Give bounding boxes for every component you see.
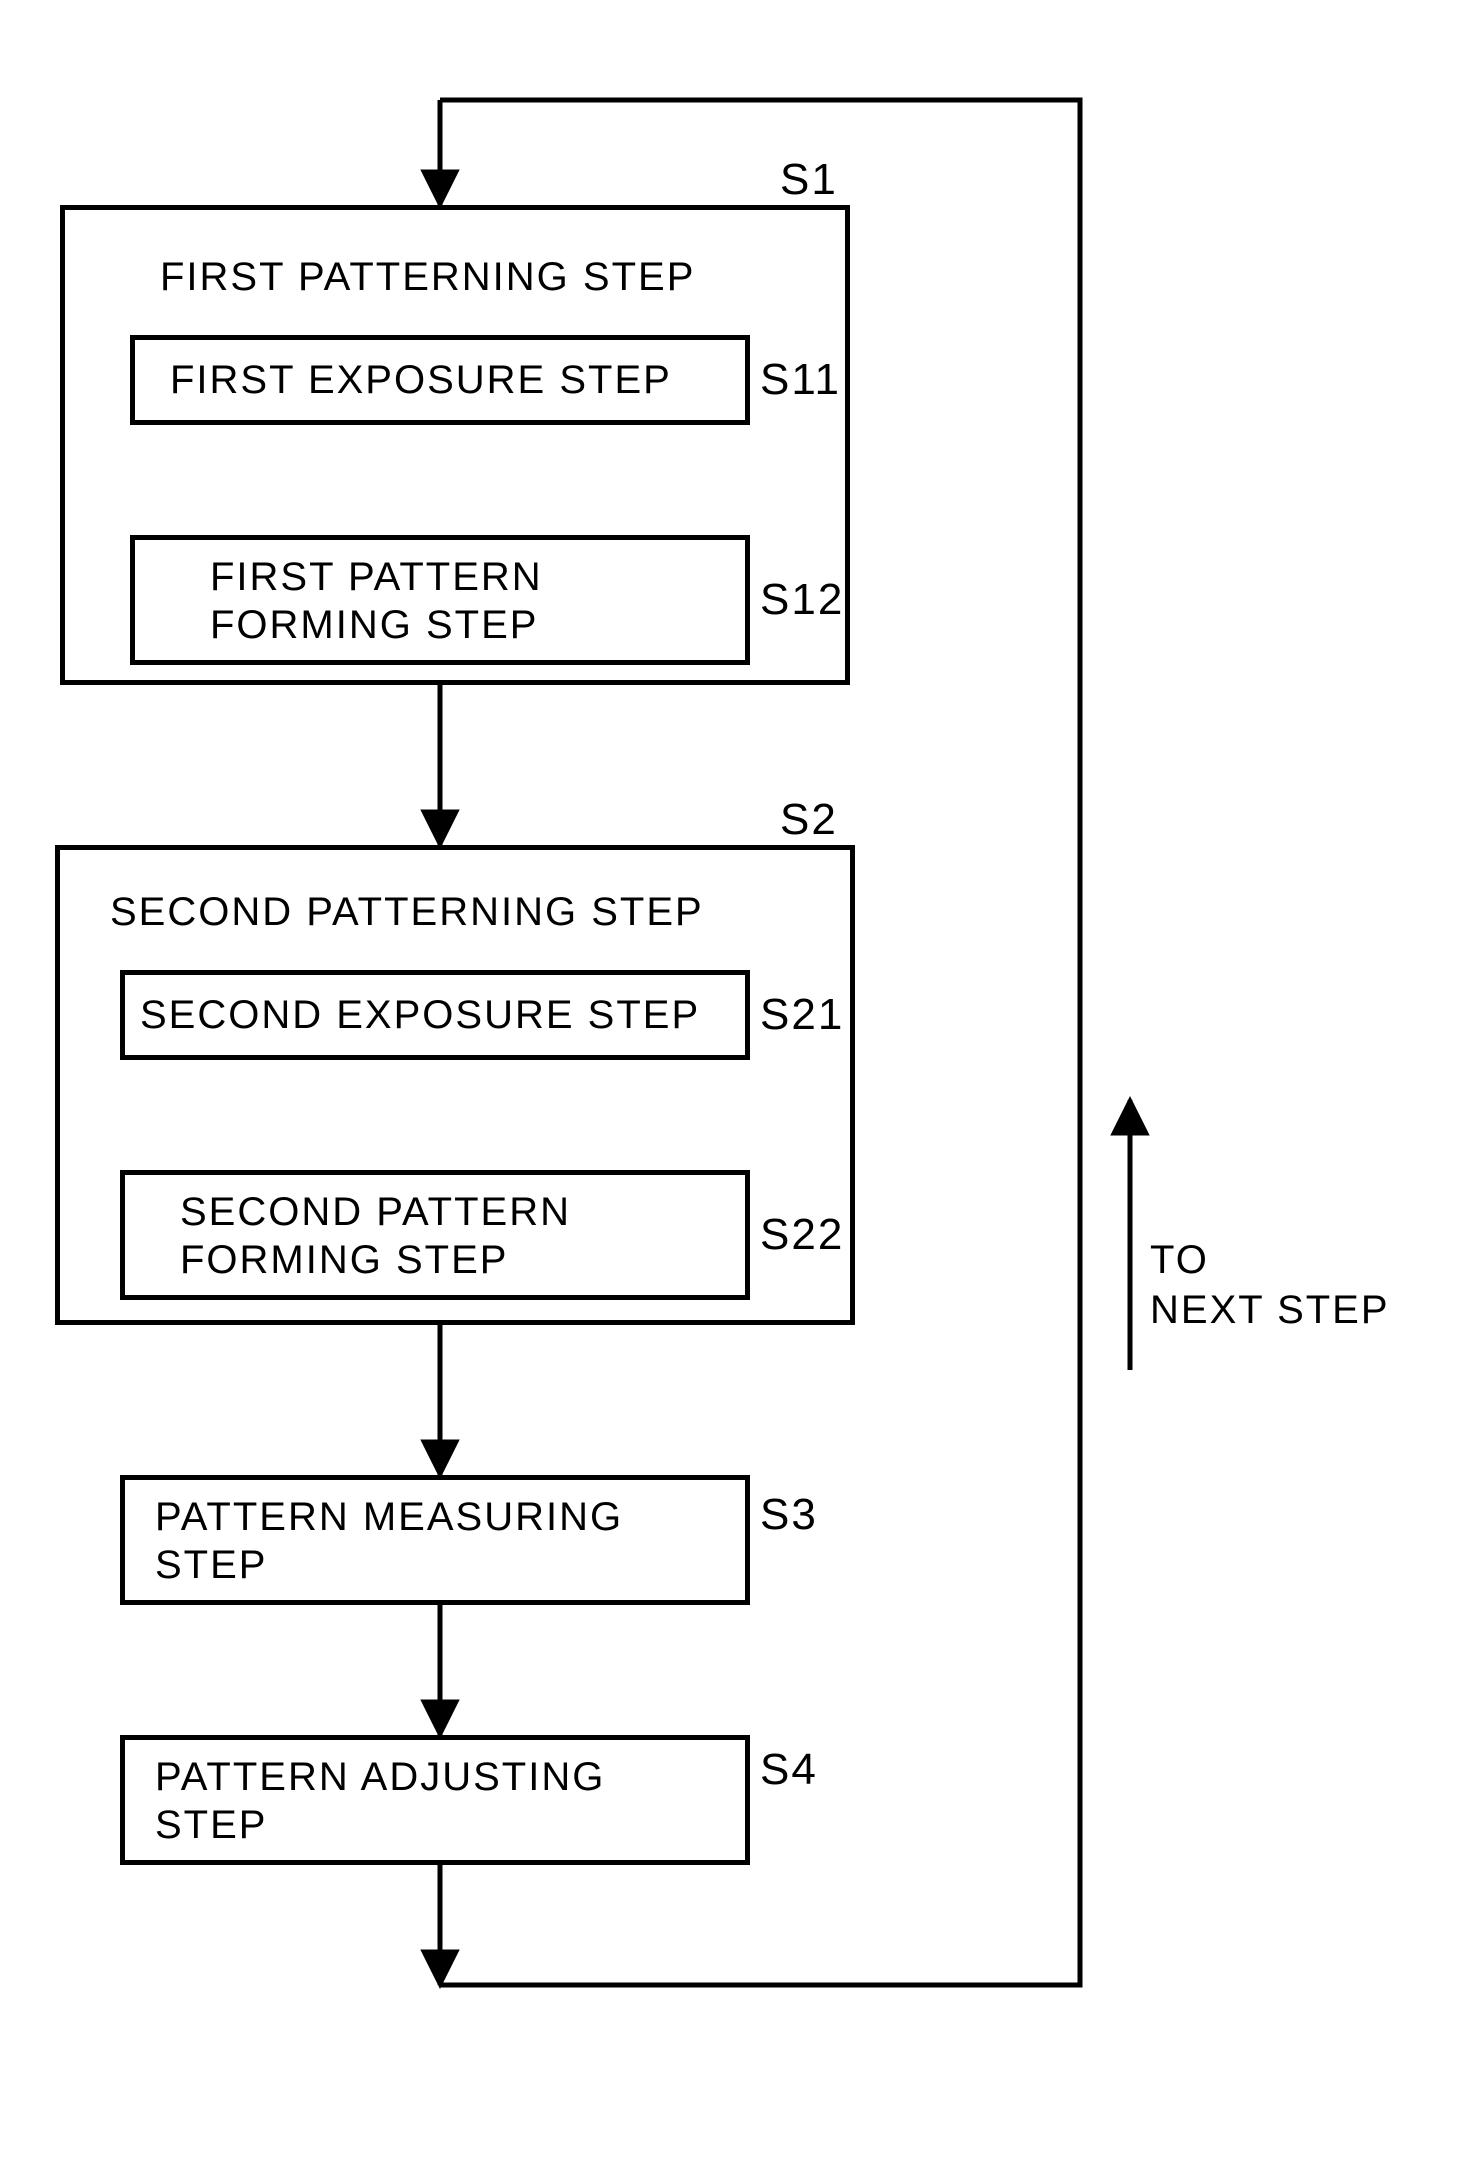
tag-s11: S11	[760, 355, 841, 405]
tag-s4: S4	[760, 1745, 818, 1795]
label-s22: SECOND PATTERN FORMING STEP	[180, 1188, 571, 1284]
title-s2: SECOND PATTERNING STEP	[110, 890, 704, 935]
label-s11: FIRST EXPOSURE STEP	[170, 358, 672, 403]
tag-s21: S21	[760, 990, 844, 1040]
tag-s1: S1	[780, 155, 838, 205]
tag-s3: S3	[760, 1490, 818, 1540]
tag-s22: S22	[760, 1210, 844, 1260]
side-label: TO NEXT STEP	[1150, 1235, 1390, 1335]
tag-s2: S2	[780, 795, 838, 845]
label-s3: PATTERN MEASURING STEP	[155, 1493, 623, 1589]
label-s21: SECOND EXPOSURE STEP	[140, 993, 700, 1038]
title-s1: FIRST PATTERNING STEP	[160, 255, 695, 300]
label-s4: PATTERN ADJUSTING STEP	[155, 1753, 605, 1849]
tag-s12: S12	[760, 575, 844, 625]
label-s12: FIRST PATTERN FORMING STEP	[210, 553, 543, 649]
